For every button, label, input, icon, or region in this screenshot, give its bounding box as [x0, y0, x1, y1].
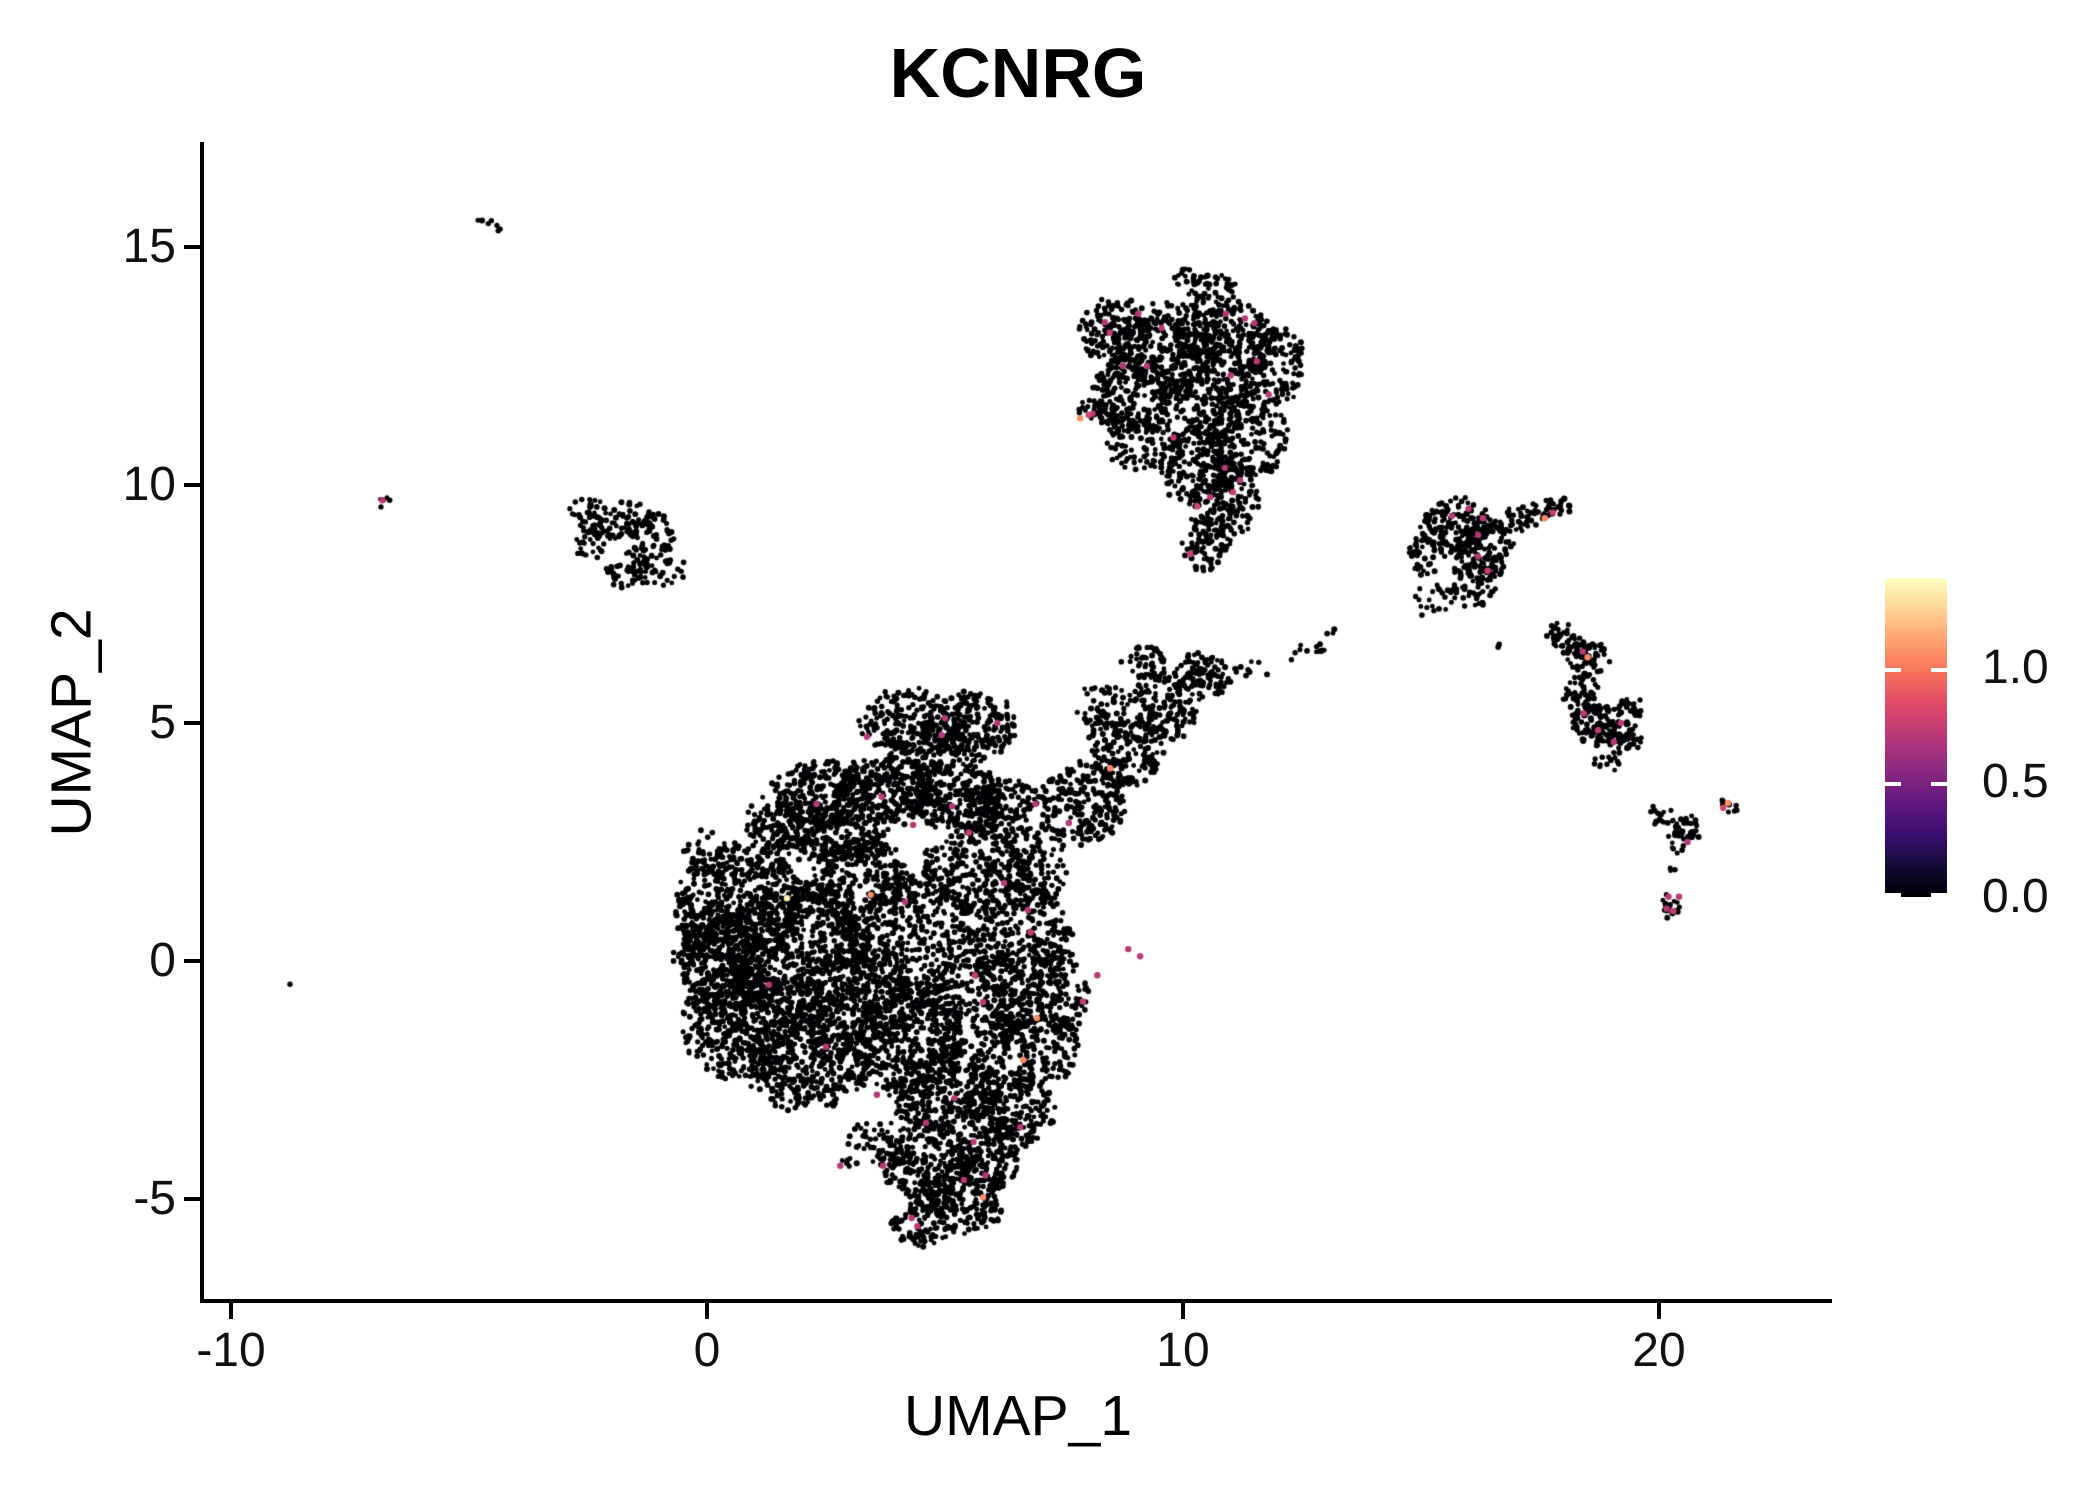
- y-tick-mark-15: [184, 245, 202, 249]
- x-tick-label--10: -10: [196, 1324, 266, 1377]
- y-tick-label-5: 5: [149, 696, 176, 749]
- x-tick-mark--10: [229, 1301, 233, 1319]
- colorbar-tick-label-0.0: 0.0: [1982, 870, 2049, 923]
- y-tick-mark-5: [184, 721, 202, 725]
- colorbar-tick-mark-1.0: [1885, 667, 1901, 672]
- x-axis-label: UMAP_1: [903, 1384, 1133, 1448]
- colorbar-gradient: [1885, 578, 1947, 897]
- colorbar-tick-mark-0.0: [1931, 893, 1947, 897]
- x-tick-label-20: 20: [1632, 1324, 1686, 1377]
- x-tick-mark-10: [1181, 1301, 1185, 1319]
- colorbar-tick-label-1.0: 1.0: [1982, 640, 2049, 694]
- x-tick-label-10: 10: [1156, 1324, 1210, 1377]
- colorbar-tick-mark-0.5: [1931, 782, 1947, 787]
- colorbar-tick-mark-0.5: [1885, 782, 1901, 787]
- x-tick-mark-0: [705, 1301, 709, 1319]
- y-tick-label--5: -5: [133, 1172, 176, 1225]
- y-tick-label-15: 15: [122, 220, 176, 273]
- y-tick-label-0: 0: [149, 934, 176, 987]
- y-tick-mark--5: [184, 1197, 202, 1201]
- colorbar-tick-mark-1.0: [1931, 667, 1947, 672]
- y-axis-line: [200, 142, 204, 1303]
- plot-title: KCNRG: [889, 34, 1147, 112]
- x-axis-line: [200, 1299, 1832, 1303]
- colorbar-tick-mark-0.0: [1885, 893, 1901, 897]
- x-tick-mark-20: [1657, 1301, 1661, 1319]
- y-tick-mark-10: [184, 483, 202, 487]
- y-tick-label-10: 10: [122, 458, 176, 511]
- x-tick-label-0: 0: [693, 1324, 721, 1377]
- y-tick-mark-0: [184, 959, 202, 963]
- colorbar-tick-label-0.5: 0.5: [1982, 755, 2049, 809]
